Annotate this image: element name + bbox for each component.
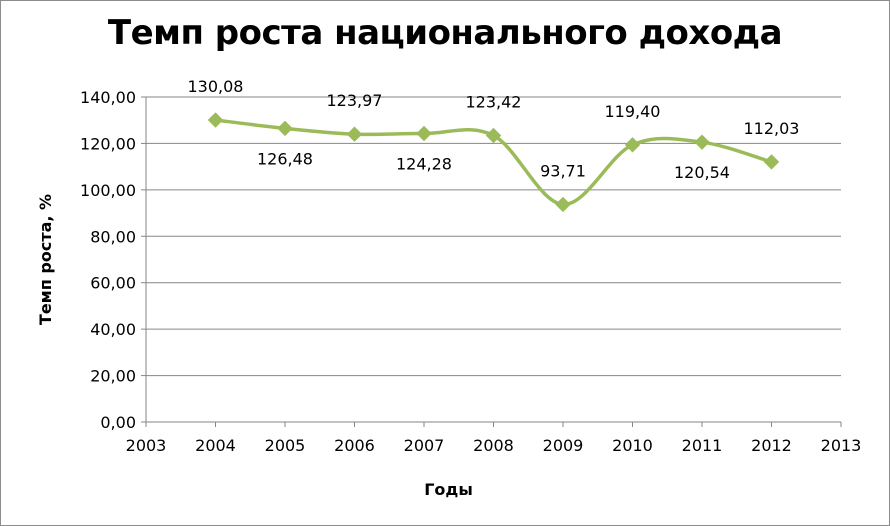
- x-tick-label: 2010: [612, 436, 653, 455]
- chart-title: Темп роста национального дохода: [107, 13, 783, 53]
- y-tick-label: 100,00: [80, 181, 136, 200]
- data-label: 120,54: [674, 163, 730, 182]
- x-tick-label: 2011: [682, 436, 723, 455]
- data-label: 123,42: [466, 92, 522, 111]
- data-point-marker: [555, 196, 571, 213]
- axes: [141, 96, 842, 427]
- x-tick-label: 2013: [821, 436, 862, 455]
- y-tick-label: 40,00: [90, 320, 136, 339]
- data-point-marker: [624, 137, 641, 153]
- data-point-marker: [207, 112, 224, 128]
- x-tick-label: 2004: [195, 436, 236, 455]
- y-tick-label: 20,00: [90, 367, 136, 386]
- data-label: 119,40: [605, 102, 661, 121]
- x-tick-label: 2006: [334, 436, 375, 455]
- data-point-marker: [277, 120, 293, 137]
- x-axis-title: Годы: [424, 480, 473, 499]
- data-label: 123,97: [327, 91, 383, 110]
- x-tick-label: 2008: [473, 436, 514, 455]
- series-line: [213, 118, 774, 207]
- data-label: 124,28: [396, 154, 452, 173]
- y-axis-title: Темп роста, %: [36, 194, 55, 325]
- data-point-marker: [346, 126, 363, 142]
- series: [207, 112, 780, 213]
- x-tick-label: 2007: [404, 436, 445, 455]
- data-label: 130,08: [188, 77, 244, 96]
- x-tick-labels: 2003 2004 2005 2006 2007 2008 2009 2010 2011 2012…: [126, 436, 862, 455]
- x-tick-label: 2012: [751, 436, 792, 455]
- data-label: 126,48: [257, 149, 313, 168]
- y-tick-label: 80,00: [90, 227, 136, 246]
- gridlines: [146, 96, 841, 377]
- y-tick-label: 140,00: [80, 88, 136, 107]
- data-label: 93,71: [540, 161, 586, 180]
- y-tick-labels: 0,00 20,00 40,00 60,00 80,00 100,00 120,00 140,…: [80, 88, 136, 432]
- y-tick-label: 120,00: [80, 134, 136, 153]
- data-point-marker: [763, 154, 780, 170]
- y-tick-label: 60,00: [90, 274, 136, 293]
- data-labels: 130,08 126,48 123,97 124,28 123,42 93,71 119,4…: [188, 77, 800, 182]
- data-point-marker: [694, 134, 710, 150]
- data-label: 112,03: [744, 119, 800, 138]
- x-tick-label: 2005: [265, 436, 306, 455]
- x-tick-label: 2003: [126, 436, 167, 455]
- x-tick-label: 2009: [543, 436, 584, 455]
- y-tick-label: 0,00: [100, 413, 136, 432]
- data-point-marker: [485, 127, 502, 144]
- data-point-marker: [416, 125, 432, 142]
